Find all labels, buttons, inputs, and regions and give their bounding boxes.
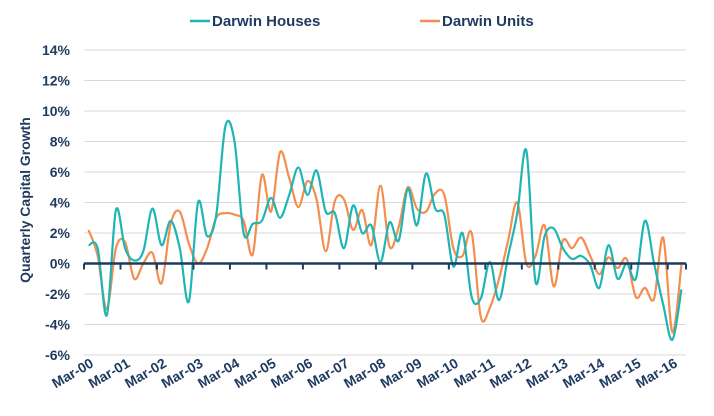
y-tick-label: 4%: [50, 195, 71, 211]
x-tick-label: Mar-04: [195, 355, 242, 392]
y-tick-label: 10%: [42, 103, 71, 119]
x-tick-label: Mar-09: [377, 355, 424, 392]
y-axis-ticks: -6% -4% -2% 0% 2% 4% 6% 8% 10% 12% 14%: [42, 42, 71, 363]
x-tick-label: Mar-14: [560, 355, 607, 392]
y-tick-label: -6%: [45, 347, 70, 363]
x-tick-label: Mar-07: [304, 355, 351, 392]
y-tick-label: 8%: [50, 134, 71, 150]
y-tick-label: -2%: [45, 286, 70, 302]
x-tick-label: Mar-05: [231, 355, 278, 392]
x-tick-label: Mar-08: [341, 355, 388, 392]
y-tick-label: 6%: [50, 164, 71, 180]
x-tick-label: Mar-13: [523, 355, 570, 392]
x-tick-label: Mar-01: [85, 355, 132, 392]
legend-label-darwin-houses: Darwin Houses: [212, 13, 320, 30]
gridlines: [84, 49, 686, 356]
zero-axis: [83, 262, 687, 270]
x-tick-label: Mar-06: [268, 355, 315, 392]
x-tick-label: Mar-12: [487, 355, 534, 392]
series-line-darwin-units: [87, 150, 683, 334]
x-tick-label: Mar-16: [633, 355, 680, 392]
y-tick-label: 14%: [42, 42, 71, 58]
x-tick-label: Mar-03: [158, 355, 205, 392]
x-tick-label: Mar-02: [122, 355, 169, 392]
series-line-darwin-houses: [88, 119, 683, 341]
legend-label-darwin-units: Darwin Units: [442, 13, 534, 30]
x-axis-ticks: Mar-00Mar-01Mar-02Mar-03Mar-04Mar-05Mar-…: [49, 355, 680, 392]
y-tick-label: -4%: [45, 317, 70, 333]
series-lines: [87, 119, 683, 341]
y-tick-label: 2%: [50, 225, 71, 241]
x-tick-label: Mar-15: [596, 355, 643, 392]
legend: Darwin Houses Darwin Units: [190, 13, 534, 30]
y-axis-label: Quarterly Capital Growth: [17, 117, 33, 283]
y-tick-label: 0%: [50, 256, 71, 272]
y-tick-label: 12%: [42, 73, 71, 89]
x-tick-label: Mar-10: [414, 355, 461, 392]
